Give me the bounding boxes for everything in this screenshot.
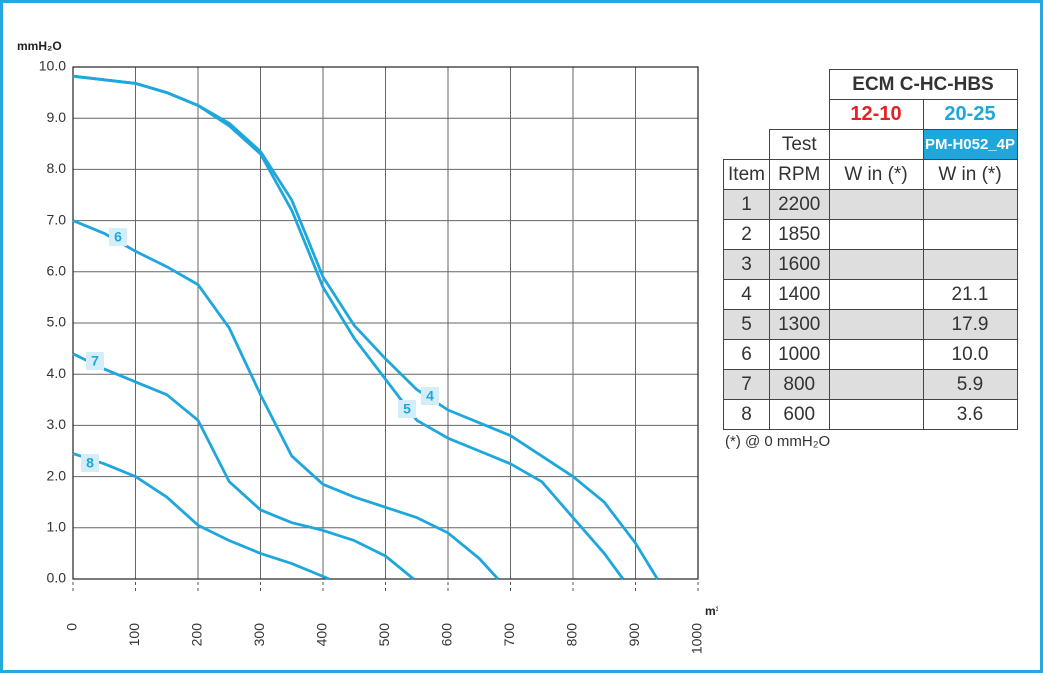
table-row: 2 1850 (723, 219, 1018, 250)
table-cell: 3 (723, 249, 770, 280)
series-label-box (398, 400, 416, 418)
table-cell: 2 (723, 219, 770, 250)
x-tick-label: 300 (251, 623, 267, 647)
y-tick-label: 3.0 (47, 416, 67, 432)
column-header: Item (723, 159, 770, 190)
test-label: Test (769, 129, 830, 160)
series-label-box (81, 454, 99, 472)
table-row: 1 2200 (723, 189, 1018, 220)
table-cell: 800 (769, 369, 830, 400)
x-tick-label: 1000 (689, 623, 705, 654)
curve (72, 452, 330, 581)
table-cell: 7 (723, 369, 770, 400)
y-tick-label: 5.0 (47, 314, 67, 330)
table-cell (828, 249, 924, 280)
table-cell (828, 279, 924, 310)
y-tick-label: 2.0 (47, 467, 67, 483)
y-tick-label: 6.0 (47, 263, 67, 279)
table-cell: 6 (723, 339, 770, 370)
table-cell: 5 (723, 309, 770, 340)
x-tick-label: 0 (64, 623, 80, 631)
series-label-box (109, 228, 127, 246)
table-cell: 1600 (769, 249, 830, 280)
table-cell (922, 189, 1018, 220)
series-label: 8 (86, 455, 94, 471)
spec-table: ECM C-HC-HBS 12-10 20-25 Test PM-H052_4P… (723, 69, 1018, 430)
y-tick-label: 7.0 (47, 211, 67, 227)
table-cell: 1000 (769, 339, 830, 370)
series-label-box (86, 352, 104, 370)
variant: 20-25 (922, 99, 1018, 130)
y-tick-label: 0.0 (47, 570, 67, 586)
column-header: RPM (769, 159, 830, 190)
table-cell: 5.9 (922, 369, 1018, 400)
table-row: 3 1600 (723, 249, 1018, 280)
table-cell: 1850 (769, 219, 830, 250)
y-tick-label: 4.0 (47, 365, 67, 381)
x-tick-label: 200 (189, 623, 205, 647)
y-tick-label: 1.0 (47, 519, 67, 535)
y-tick-label: 9.0 (47, 109, 67, 125)
table-cell (828, 219, 924, 250)
table-cell: 17.9 (922, 309, 1018, 340)
curve (72, 219, 500, 580)
x-axis-label: m³/h (705, 604, 718, 618)
table-cell: 2200 (769, 189, 830, 220)
table-cell (828, 399, 924, 430)
header-row: Item RPM W in (*) W in (*) (723, 159, 1018, 190)
series-label: 6 (114, 229, 122, 245)
table-row: 6 1000 10.0 (723, 339, 1018, 370)
x-tick-label: 900 (626, 623, 642, 647)
table-cell (922, 219, 1018, 250)
table-cell: 600 (769, 399, 830, 430)
variant: 12-10 (828, 99, 924, 130)
x-tick-label: 700 (501, 623, 517, 647)
table-cell: 4 (723, 279, 770, 310)
x-tick-label: 100 (126, 623, 142, 647)
table-cell: 8 (723, 399, 770, 430)
series-label: 5 (403, 401, 411, 417)
table-cell: 3.6 (922, 399, 1018, 430)
table-cell: 1300 (769, 309, 830, 340)
column-header: W in (*) (922, 159, 1018, 190)
series-label: 7 (91, 353, 99, 369)
table-cell: 1400 (769, 279, 830, 310)
x-tick-label: 600 (439, 623, 455, 647)
x-tick-label: 400 (314, 623, 330, 647)
table-cell: 1 (723, 189, 770, 220)
column-header: W in (*) (828, 159, 924, 190)
variant-code: PM-H052_4P (922, 129, 1018, 160)
series-label: 4 (426, 388, 434, 404)
table-row: 7 800 5.9 (723, 369, 1018, 400)
table-row: 5 1300 17.9 (723, 309, 1018, 340)
y-tick-label: 8.0 (47, 160, 67, 176)
table-row: 4 1400 21.1 (723, 279, 1018, 310)
curve (72, 74, 659, 580)
curve (72, 74, 625, 580)
plot-border (72, 66, 699, 580)
table-cell (828, 189, 924, 220)
curve (72, 352, 415, 581)
model: ECM C-HC-HBS (828, 69, 1018, 100)
y-axis-label: mmH₂O (17, 39, 62, 53)
table-cell (828, 339, 924, 370)
x-tick-label: 500 (376, 623, 392, 647)
x-tick-label: 800 (564, 623, 580, 647)
table-cell (828, 369, 924, 400)
table-cell (828, 309, 924, 340)
y-tick-label: 10.0 (39, 58, 66, 74)
table-cell: 10.0 (922, 339, 1018, 370)
chart: mmH₂O m³/h 0.0 1.0 2.0 3.0 4.0 5.0 6.0 7.0 8.0 9.… (17, 39, 718, 654)
series-label-box (421, 387, 439, 405)
table-cell (922, 249, 1018, 280)
table-cell: 21.1 (922, 279, 1018, 310)
footnote: (*) @ 0 mmH₂O (725, 433, 831, 450)
table-row: 8 600 3.6 (723, 399, 1018, 430)
